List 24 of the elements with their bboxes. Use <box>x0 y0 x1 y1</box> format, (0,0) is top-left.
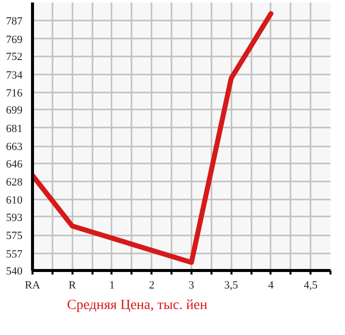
y-tick-label: 734 <box>6 69 23 82</box>
y-tick-label: 752 <box>6 51 22 64</box>
text: Средняя Цена, тыс. йен <box>67 298 208 314</box>
x-tick-label: 2 <box>148 280 154 292</box>
y-tick-label: 769 <box>6 34 23 46</box>
x-tick-label: 3 <box>188 280 195 292</box>
x-tick-label: RA <box>24 280 40 292</box>
x-tick-label: 3,5 <box>224 280 239 292</box>
x-tick-label: 4 <box>268 280 274 292</box>
y-tick-label: 699 <box>6 104 23 117</box>
y-tick-label: 575 <box>6 230 23 242</box>
y-tick-label: 787 <box>6 16 23 28</box>
x-tick-label: R <box>68 280 77 292</box>
y-tick-label: 646 <box>6 158 23 170</box>
y-tick-label: 716 <box>6 88 23 100</box>
y-tick-label: 610 <box>6 194 23 207</box>
y-tick-label: 593 <box>6 212 23 224</box>
y-tick-label: 540 <box>6 266 23 278</box>
y-tick-label: 557 <box>6 248 23 260</box>
y-tick-label: 663 <box>6 141 23 154</box>
x-tick-label: 4,5 <box>304 280 318 292</box>
y-tick-label: 628 <box>6 176 23 189</box>
y-tick-label: 681 <box>6 122 22 135</box>
x-tick-label: 1 <box>109 280 115 292</box>
